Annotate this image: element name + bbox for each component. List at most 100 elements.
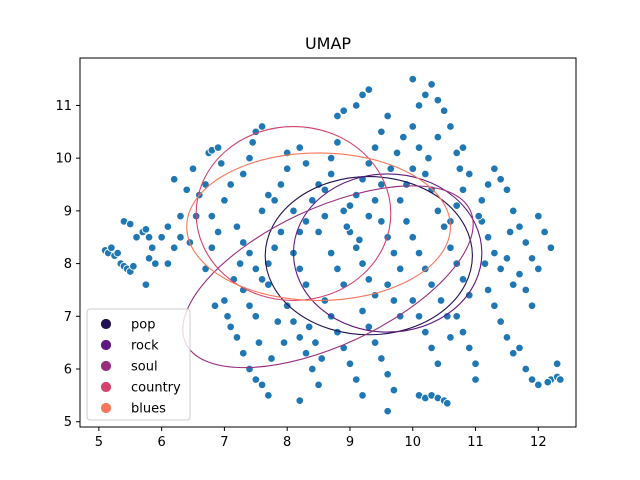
data-point: [521, 285, 531, 295]
legend-label-pop: pop: [131, 318, 155, 333]
data-point: [408, 74, 418, 84]
data-point: [163, 222, 173, 231]
data-point: [339, 106, 348, 115]
data-point: [207, 211, 217, 221]
x-tick-label: 10: [404, 435, 421, 450]
data-point: [389, 296, 399, 305]
data-point: [521, 364, 531, 374]
data-point: [496, 317, 505, 326]
data-point: [358, 259, 367, 268]
data-point: [446, 122, 455, 131]
legend-label-country: country: [131, 381, 181, 396]
data-point: [301, 348, 311, 358]
data-point: [446, 333, 455, 342]
data-point: [370, 338, 380, 347]
data-point: [282, 164, 292, 173]
data-point: [433, 132, 443, 142]
data-point: [358, 90, 367, 100]
data-point: [141, 280, 151, 289]
data-point: [421, 264, 430, 274]
data-point: [301, 280, 311, 289]
data-point: [220, 296, 229, 305]
data-point: [465, 343, 474, 353]
plot-frame: [79, 57, 577, 428]
data-point: [251, 312, 261, 321]
data-point: [552, 359, 562, 368]
data-point: [157, 232, 166, 242]
data-point: [377, 127, 386, 137]
data-point: [352, 101, 361, 110]
data-point: [399, 132, 408, 142]
data-point: [433, 206, 443, 216]
data-point: [433, 359, 443, 368]
data-point: [273, 317, 283, 326]
y-tick-label: 11: [55, 99, 72, 114]
data-point: [169, 174, 179, 184]
data-point: [508, 206, 518, 216]
data-point: [408, 296, 418, 305]
data-point: [421, 169, 430, 179]
data-point: [502, 185, 512, 195]
ellipse-country: [195, 125, 392, 302]
data-point: [144, 232, 154, 242]
data-point: [455, 164, 465, 173]
data-point: [339, 280, 348, 289]
data-point: [414, 143, 424, 152]
data-point: [220, 196, 229, 205]
data-point: [311, 338, 320, 347]
data-point: [483, 180, 493, 189]
data-point: [452, 312, 461, 321]
y-tick-label: 10: [55, 152, 72, 167]
data-point: [238, 169, 248, 179]
data-point: [317, 354, 326, 363]
legend-marker-blues: [100, 402, 112, 414]
data-point: [543, 377, 553, 387]
data-point: [427, 280, 436, 289]
data-point: [125, 219, 135, 229]
data-point: [383, 406, 392, 416]
data-point: [443, 399, 452, 408]
data-point: [474, 211, 483, 221]
data-point: [490, 301, 499, 311]
data-point: [395, 196, 405, 205]
data-point: [383, 280, 392, 289]
data-point: [427, 343, 436, 353]
data-point: [257, 206, 267, 216]
legend-label-rock: rock: [131, 339, 159, 354]
data-point: [301, 217, 311, 226]
data-point: [264, 190, 273, 200]
data-point: [169, 243, 179, 253]
data-point: [358, 391, 367, 400]
legend-marker-country: [100, 381, 112, 393]
data-point: [264, 391, 273, 400]
data-point: [534, 264, 543, 274]
data-point: [408, 232, 418, 242]
data-point: [433, 95, 443, 105]
data-point: [251, 264, 261, 274]
data-point: [364, 211, 374, 221]
data-point: [370, 143, 380, 152]
x-tick-label: 6: [157, 435, 165, 450]
data-point: [377, 217, 386, 226]
data-point: [188, 164, 198, 173]
data-point: [245, 364, 254, 374]
data-point: [540, 227, 549, 237]
y-tick-label: 9: [64, 204, 72, 219]
data-point: [527, 254, 537, 263]
data-point: [389, 248, 399, 258]
data-point: [339, 206, 348, 216]
data-point: [226, 180, 235, 189]
data-point: [163, 259, 173, 268]
data-point: [245, 153, 254, 163]
data-point: [314, 380, 323, 390]
data-point: [304, 322, 314, 332]
data-point: [151, 259, 160, 268]
data-point: [235, 259, 245, 268]
data-point: [257, 122, 267, 131]
data-point: [439, 106, 449, 115]
data-point: [176, 232, 185, 242]
ellipse-blues: [186, 152, 451, 302]
data-point: [383, 370, 392, 379]
data-point: [213, 227, 223, 237]
data-point: [295, 396, 305, 405]
